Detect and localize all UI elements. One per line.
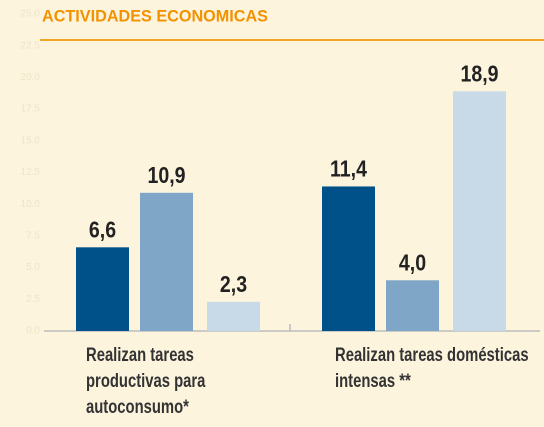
bar	[140, 192, 193, 331]
bar	[322, 186, 375, 331]
y-tick-label: 25.0	[21, 9, 41, 20]
value-label: 6,6	[89, 217, 116, 243]
y-tick-label: 7.5	[26, 231, 40, 242]
y-tick-label: 5.0	[26, 262, 40, 273]
y-tick-label: 15.0	[21, 135, 41, 146]
value-label: 4,0	[399, 250, 426, 276]
y-tick-label: 2.5	[26, 294, 40, 305]
value-label: 18,9	[460, 61, 498, 87]
category-label: Realizan tareas domésticas intensas **	[335, 345, 529, 392]
y-tick-label: 0.0	[26, 326, 40, 337]
chart-title: ACTIVIDADES ECONOMICAS	[42, 6, 268, 25]
category-label: Realizan tareas productivas para autocon…	[86, 345, 206, 418]
y-tick-label: 17.5	[21, 104, 41, 115]
bar	[76, 247, 129, 331]
y-tick-label: 22.5	[21, 40, 41, 51]
y-tick-label: 20.0	[21, 72, 41, 83]
y-tick-label: 12.5	[21, 167, 41, 178]
value-label: 2,3	[220, 271, 247, 297]
value-label: 11,4	[330, 156, 367, 182]
y-tick-label: 10.0	[21, 199, 41, 210]
value-label: 10,9	[147, 162, 185, 188]
bar	[207, 301, 260, 331]
bar	[386, 280, 439, 331]
bar	[453, 91, 506, 332]
